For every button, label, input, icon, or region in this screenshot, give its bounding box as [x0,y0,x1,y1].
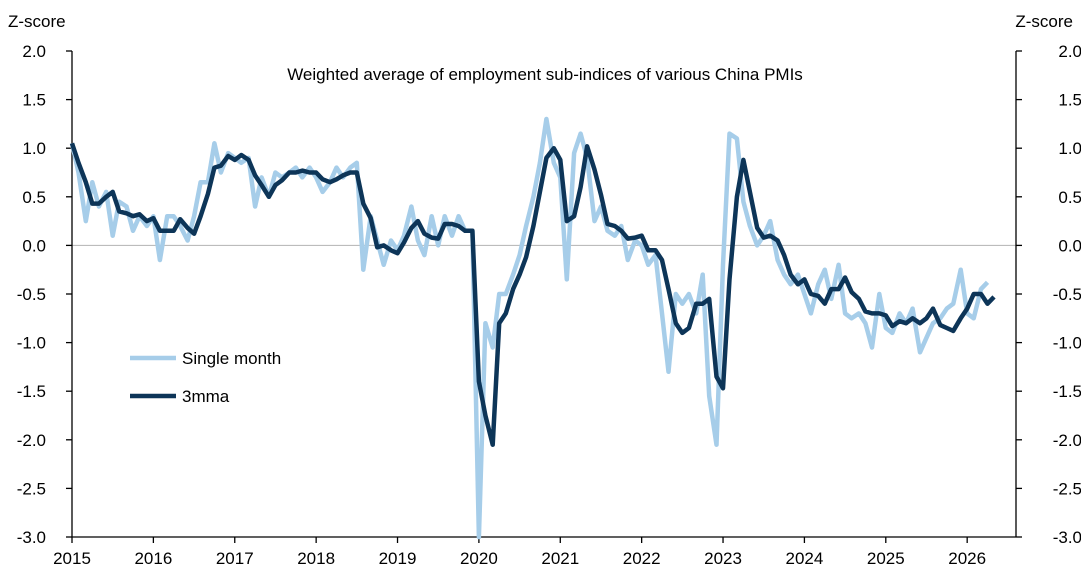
y-tick-label-right: 1.5 [1058,91,1081,110]
axes: 2.0 2.0 1.5 1.5 1.0 1.0 0.5 0.5 0.0 0.0 -0.5 -0.5 -1… [17,42,1081,568]
y-tick-label-right: -3.0 [1053,528,1081,547]
chart-title: Weighted average of employment sub-indic… [287,65,803,84]
x-tick-label: 2024 [785,549,823,568]
x-tick-label: 2023 [704,549,742,568]
series-lines [69,116,996,540]
x-tick-label: 2020 [460,549,498,568]
x-tick-label: 2026 [948,549,986,568]
legend-label-3mma: 3mma [182,387,230,406]
y-tick-label-right: -2.5 [1053,479,1081,498]
y-tick-label-left: -2.0 [17,431,46,450]
y-tick-label-left: 2.0 [22,42,46,61]
y-tick-label-left: 1.5 [22,91,46,110]
y-tick-label-right: 0.5 [1058,188,1081,207]
y-tick-label-left: -1.5 [17,382,46,401]
y-tick-label-right: -1.0 [1053,334,1081,353]
legend: Single month 3mma [130,349,281,406]
x-tick-label: 2015 [53,549,91,568]
y-tick-label-right: 1.0 [1058,139,1081,158]
x-tick-label: 2018 [297,549,335,568]
y-tick-label-left: 0.0 [22,236,46,255]
x-tick-label: 2016 [134,549,172,568]
y-axis-title-right: Z-score [1015,12,1073,31]
x-tick-label: 2019 [379,549,417,568]
y-tick-label-right: 2.0 [1058,42,1081,61]
y-tick-label-left: 1.0 [22,139,46,158]
y-tick-label-left: 0.5 [22,188,46,207]
y-tick-label-right: -0.5 [1053,285,1081,304]
series-line-3mma [69,142,996,447]
x-tick-label: 2021 [541,549,579,568]
y-tick-label-left: -2.5 [17,479,46,498]
y-tick-label-right: 0.0 [1058,236,1081,255]
x-tick-label: 2022 [623,549,661,568]
y-tick-label-right: -2.0 [1053,431,1081,450]
x-tick-label: 2025 [867,549,905,568]
legend-label-single-month: Single month [182,349,281,368]
y-tick-label-left: -1.0 [17,334,46,353]
x-tick-label: 2017 [216,549,254,568]
y-tick-label-right: -1.5 [1053,382,1081,401]
y-axis-title-left: Z-score [8,12,66,31]
y-tick-label-left: -0.5 [17,285,46,304]
y-tick-label-left: -3.0 [17,528,46,547]
